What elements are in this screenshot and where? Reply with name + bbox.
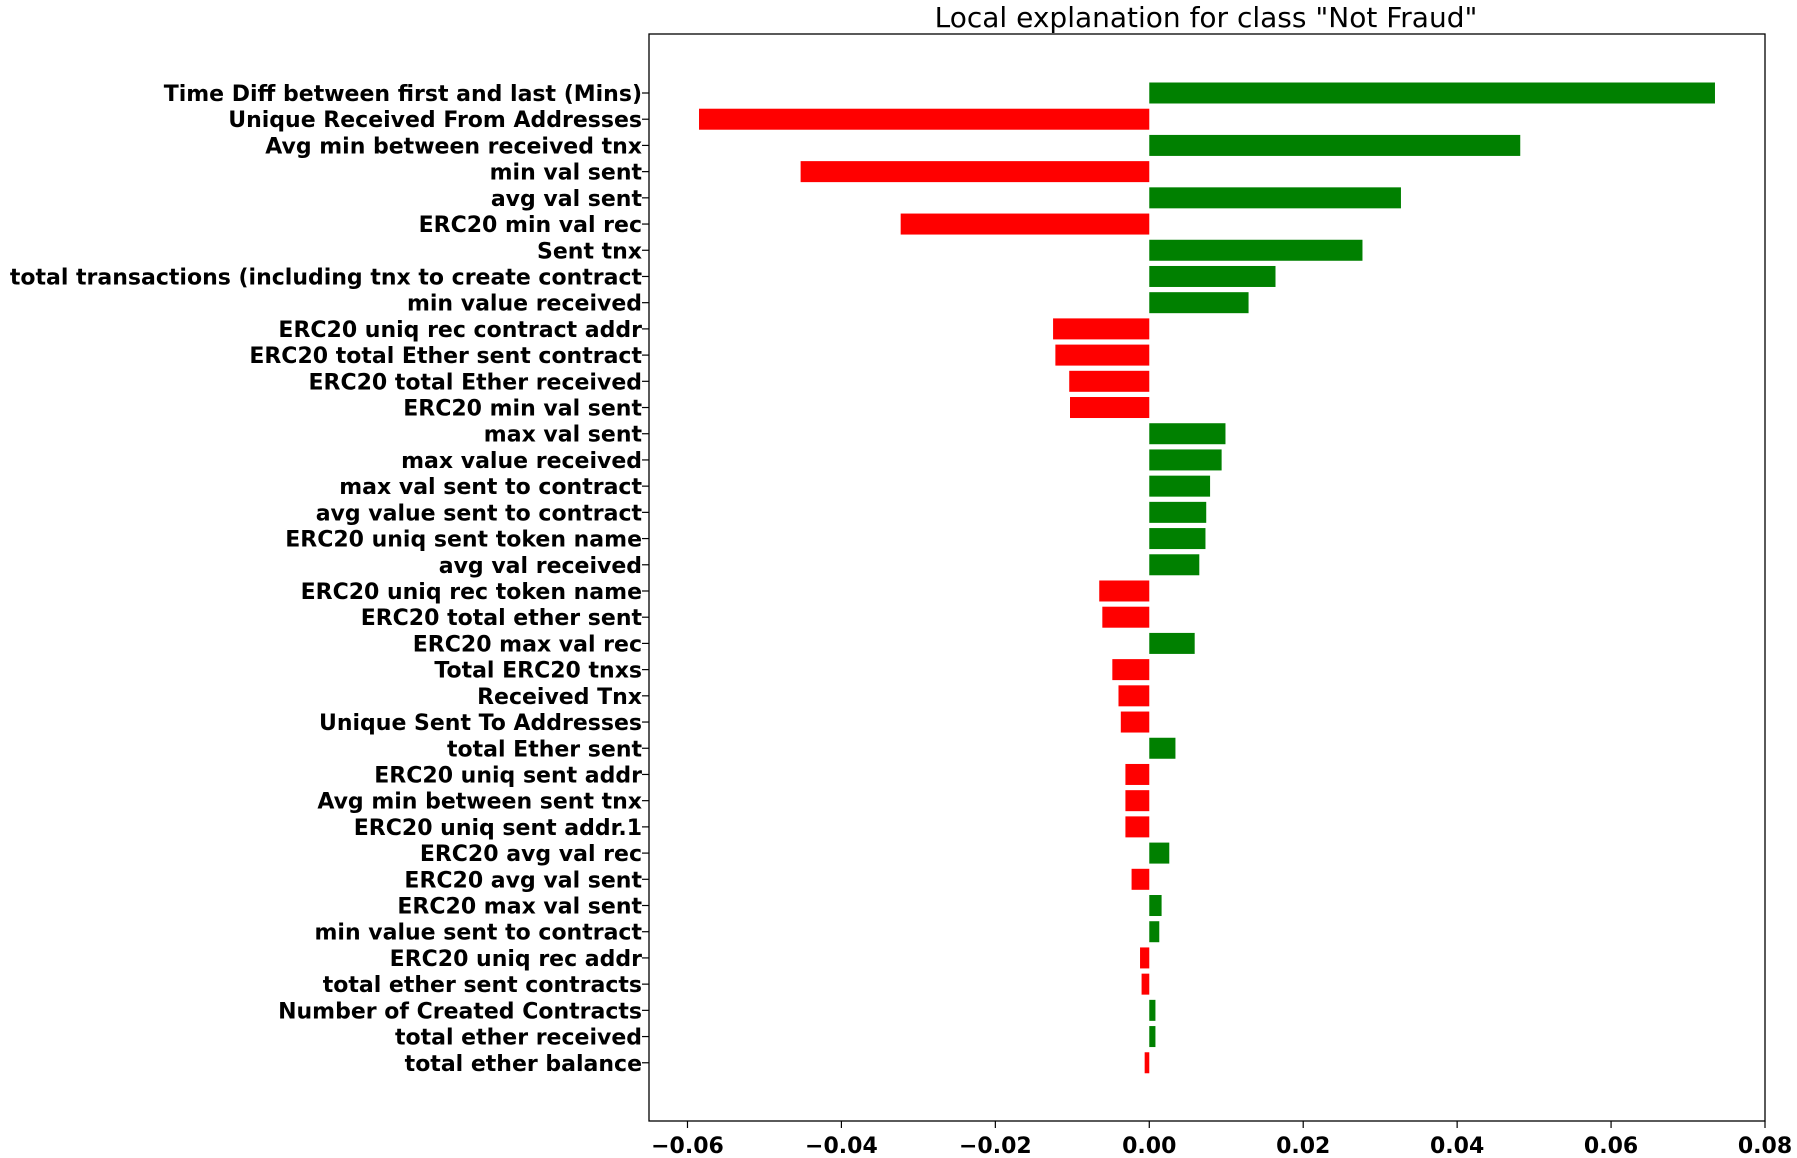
y-tick-label: min val sent (490, 161, 643, 186)
bar (1069, 370, 1150, 392)
y-tick-label: total Ether sent (447, 737, 643, 762)
bar (900, 213, 1150, 235)
y-tick-label: avg value sent to contract (316, 501, 643, 526)
bar (1149, 134, 1521, 156)
bar (1102, 606, 1150, 628)
y-tick-label: Sent tnx (537, 239, 642, 264)
y-tick-label: Avg min between received tnx (265, 134, 642, 159)
bar (1149, 475, 1211, 497)
bar (1120, 711, 1150, 733)
y-tick-label: max val sent (484, 423, 643, 448)
bar (1149, 999, 1156, 1021)
bar (1131, 868, 1150, 890)
x-tick-label: 0.02 (1276, 1134, 1330, 1154)
y-tick-label: ERC20 avg val sent (404, 868, 642, 893)
bar (1112, 659, 1150, 681)
y-tick-label: Received Tnx (477, 685, 642, 710)
y-tick-label: ERC20 uniq rec contract addr (278, 318, 642, 343)
bar (1149, 842, 1170, 864)
bar (1149, 449, 1222, 471)
bar (1149, 423, 1226, 445)
bar (1140, 947, 1150, 969)
bar (1149, 1026, 1156, 1048)
bar (1149, 265, 1276, 287)
bar (1118, 685, 1150, 707)
y-tick-label: Number of Created Contracts (278, 999, 642, 1024)
bar (1149, 501, 1207, 523)
y-tick-label: max value received (401, 449, 642, 474)
x-tick-label: 0.00 (1122, 1134, 1176, 1154)
y-tick-label: total transactions (including tnx to cre… (10, 265, 643, 290)
x-tick-label: 0.04 (1430, 1134, 1484, 1154)
y-tick-label: total ether balance (405, 1052, 642, 1077)
bar (1149, 895, 1162, 917)
bar (1149, 554, 1200, 576)
x-tick-label: −0.02 (959, 1134, 1032, 1154)
y-tick-label: ERC20 uniq rec token name (301, 580, 642, 605)
bar (1149, 528, 1206, 550)
y-tick-label: Total ERC20 tnxs (434, 659, 642, 684)
y-tick-label: ERC20 max val sent (397, 895, 642, 920)
bar (1055, 344, 1150, 366)
y-tick-label: ERC20 total ether sent (361, 606, 643, 631)
bar (1125, 763, 1150, 785)
y-tick-label: ERC20 avg val rec (420, 842, 642, 867)
bar (1125, 790, 1150, 812)
y-tick-label: ERC20 uniq sent addr (374, 763, 642, 788)
x-tick-label: 0.08 (1738, 1134, 1792, 1154)
y-tick-label: total ether sent contracts (323, 973, 642, 998)
y-tick-label: ERC20 total Ether sent contract (249, 344, 642, 369)
y-tick-label: avg val sent (491, 187, 643, 212)
y-tick-label: min value sent to contract (315, 921, 643, 946)
y-tick-label: ERC20 uniq rec addr (390, 947, 642, 972)
bar (1149, 187, 1401, 209)
y-tick-label: ERC20 min val sent (403, 397, 642, 422)
bars-layer (699, 82, 1715, 1074)
plot-frame (648, 33, 1766, 1122)
bar (699, 108, 1150, 130)
bar (1099, 580, 1150, 602)
x-tick-label: −0.06 (651, 1134, 724, 1154)
y-tick-label: ERC20 uniq sent addr.1 (354, 816, 642, 841)
bar (1149, 921, 1160, 943)
bar (1141, 973, 1150, 995)
bar (1149, 737, 1176, 759)
y-tick-label: avg val received (439, 554, 642, 579)
bar (1053, 318, 1150, 340)
x-tick-label: −0.04 (805, 1134, 878, 1154)
y-tick-label: Unique Sent To Addresses (319, 711, 642, 736)
bar (1149, 292, 1249, 314)
y-tick-label: min value received (407, 292, 642, 317)
y-tick-label: Avg min between sent tnx (317, 790, 642, 815)
bar (1149, 82, 1715, 104)
y-tick-label: Time Diff between first and last (Mins) (164, 82, 642, 107)
y-tick-labels: Time Diff between first and last (Mins)U… (10, 82, 649, 1077)
bar (1070, 397, 1150, 419)
y-tick-label: ERC20 max val rec (413, 632, 642, 657)
y-tick-label: ERC20 total Ether received (308, 370, 642, 395)
x-tick-label: 0.06 (1584, 1134, 1638, 1154)
y-tick-label: Unique Received From Addresses (228, 108, 642, 133)
bar (1149, 239, 1363, 261)
y-tick-label: max val sent to contract (339, 475, 642, 500)
bar (1149, 632, 1195, 654)
y-tick-label: total ether received (395, 1026, 642, 1051)
bar (1125, 816, 1150, 838)
bar (1144, 1052, 1150, 1074)
y-tick-label: ERC20 uniq sent token name (285, 528, 642, 553)
chart-title: Local explanation for class "Not Fraud" (935, 1, 1478, 34)
bar (800, 161, 1150, 183)
y-tick-label: ERC20 min val rec (419, 213, 642, 238)
